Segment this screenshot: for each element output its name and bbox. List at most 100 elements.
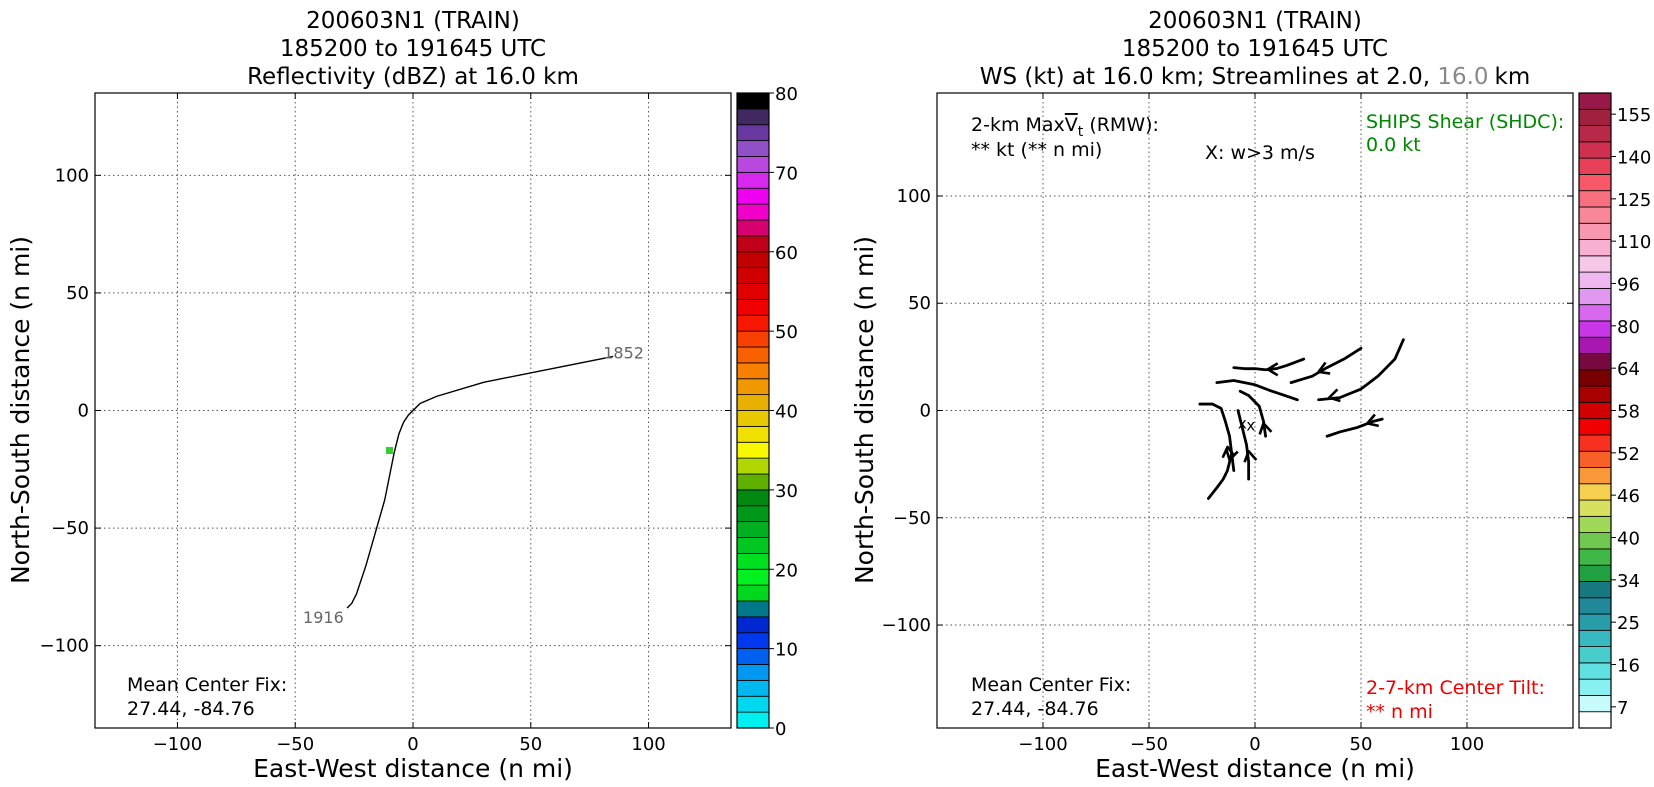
left-track-end-label: 1916 [303,608,344,627]
colorbar-bin [736,679,770,697]
colorbar-tick-label: 40 [1617,529,1640,550]
left-colorbar: 0 10 20 30 40 50 60 70 80 [736,84,798,740]
colorbar-bin [1578,548,1612,566]
colorbar-tick-label: 80 [1617,317,1640,338]
y-tick-label: −50 [51,518,89,539]
streamline-arrowhead [1243,449,1258,463]
left-x-axis-label: East-West distance (n mi) [253,754,573,783]
streamline-arrowhead [1317,361,1331,375]
colorbar-tick-label: 155 [1617,105,1651,126]
streamline [1236,409,1251,481]
colorbar-tick-label: 96 [1617,275,1640,296]
colorbar-tick-label: 70 [775,163,798,184]
colorbar-bin [736,140,770,157]
colorbar-bin [736,235,770,253]
colorbar-tick-label: 52 [1617,444,1640,465]
colorbar-bin [1578,662,1612,680]
colorbar-tick-label: 50 [775,322,798,343]
right-maxvt-sub: t [1078,124,1084,140]
colorbar-bin [1578,141,1612,159]
colorbar-bin [1578,597,1612,615]
colorbar-bin [1578,467,1612,485]
colorbar-bin [736,346,770,364]
right-shear-label: SHIPS Shear (SHDC): [1366,111,1564,133]
right-title-line3-suffix: km [1495,64,1531,90]
left-title-line2: 185200 to 191645 UTC [280,36,546,62]
right-maxvt-prefix: 2-km Max [971,114,1065,136]
colorbar-bin [736,664,770,681]
colorbar-tick-label: 60 [775,243,798,264]
colorbar-bin [736,298,770,316]
colorbar-bin [1578,92,1612,110]
streamline [1325,417,1384,438]
x-tick-label: −50 [276,734,314,755]
right-title-line3: WS (kt) at 16.0 km; Streamlines at 2.0, … [980,64,1531,90]
left-center-fix-label: Mean Center Fix: [127,674,287,696]
x-tick-label: 0 [1249,734,1260,755]
colorbar-bin [1578,678,1612,696]
colorbar-tick-label: 40 [775,402,798,423]
right-tilt-value: ** n mi [1366,701,1433,723]
left-title-line3: Reflectivity (dBZ) at 16.0 km [247,64,579,90]
colorbar-bin [1578,369,1612,387]
right-title-line2: 185200 to 191645 UTC [1122,36,1388,62]
colorbar-bin [1578,108,1612,126]
x-tick-label: 0 [407,734,418,755]
colorbar-bin [736,267,770,284]
colorbar-bin [1578,336,1612,354]
colorbar-bin [736,425,770,443]
right-center-fix-value: 27.44, -84.76 [971,698,1099,720]
colorbar-tick-label: 58 [1617,402,1640,423]
right-x-axis-label: East-West distance (n mi) [1095,754,1415,783]
center-x-mark: x [1238,414,1247,432]
colorbar-bin [736,616,770,634]
colorbar-bin [1578,320,1612,338]
right-y-ticks: −100 −50 0 50 100 [882,186,1573,636]
right-y-axis-label: North-South distance (n mi) [850,236,879,584]
colorbar-bin [1578,222,1612,240]
right-center-fix-label: Mean Center Fix: [971,674,1131,696]
colorbar-bin [1578,532,1612,550]
left-title-line1: 200603N1 (TRAIN) [306,8,520,34]
left-panel: 200603N1 (TRAIN) 185200 to 191645 UTC Re… [6,8,798,783]
colorbar-bin [736,568,770,586]
y-tick-label: 50 [908,293,931,314]
y-tick-label: −50 [893,508,931,529]
colorbar-bin [736,521,770,538]
streamline [1317,338,1405,402]
colorbar-bin [736,362,770,380]
colorbar-bin [736,251,770,269]
colorbar-bin [736,441,770,459]
left-x-ticks: −100 −50 0 50 100 [153,93,666,755]
right-colorbar: 7 16 25 34 40 46 52 58 64 80 96 110 125 140 155 [1578,92,1651,729]
y-tick-label: 100 [55,165,89,186]
colorbar-tick-label: 80 [775,84,798,105]
colorbar-bin [1578,499,1612,517]
right-tilt-label: 2-7-km Center Tilt: [1366,677,1545,699]
right-maxvt-value: ** kt (** n mi) [971,139,1102,161]
colorbar-tick-label: 20 [775,560,798,581]
colorbar-bin [1578,304,1612,322]
y-tick-label: 100 [897,186,931,207]
colorbar-bin [736,505,770,523]
right-w-label: X: w>3 m/s [1205,142,1315,164]
colorbar-bin [736,711,770,729]
colorbar-bin [1578,206,1612,224]
colorbar-tick-label: 34 [1617,571,1640,592]
colorbar-bin [1578,581,1612,599]
colorbar-bin [736,410,770,427]
right-maxvt-v: V [1065,114,1078,136]
colorbar-bin [1578,255,1612,273]
colorbar-bin [736,330,770,348]
colorbar-bin [1578,711,1612,729]
colorbar-tick-label: 125 [1617,190,1651,211]
x-tick-label: −50 [1130,734,1168,755]
colorbar-bin [1578,353,1612,371]
colorbar-bin [736,314,770,332]
y-tick-label: 0 [78,401,89,422]
colorbar-tick-label: 30 [775,481,798,502]
colorbar-bin [1578,450,1612,468]
colorbar-tick-label: 0 [775,719,786,740]
right-gridlines [937,93,1573,728]
